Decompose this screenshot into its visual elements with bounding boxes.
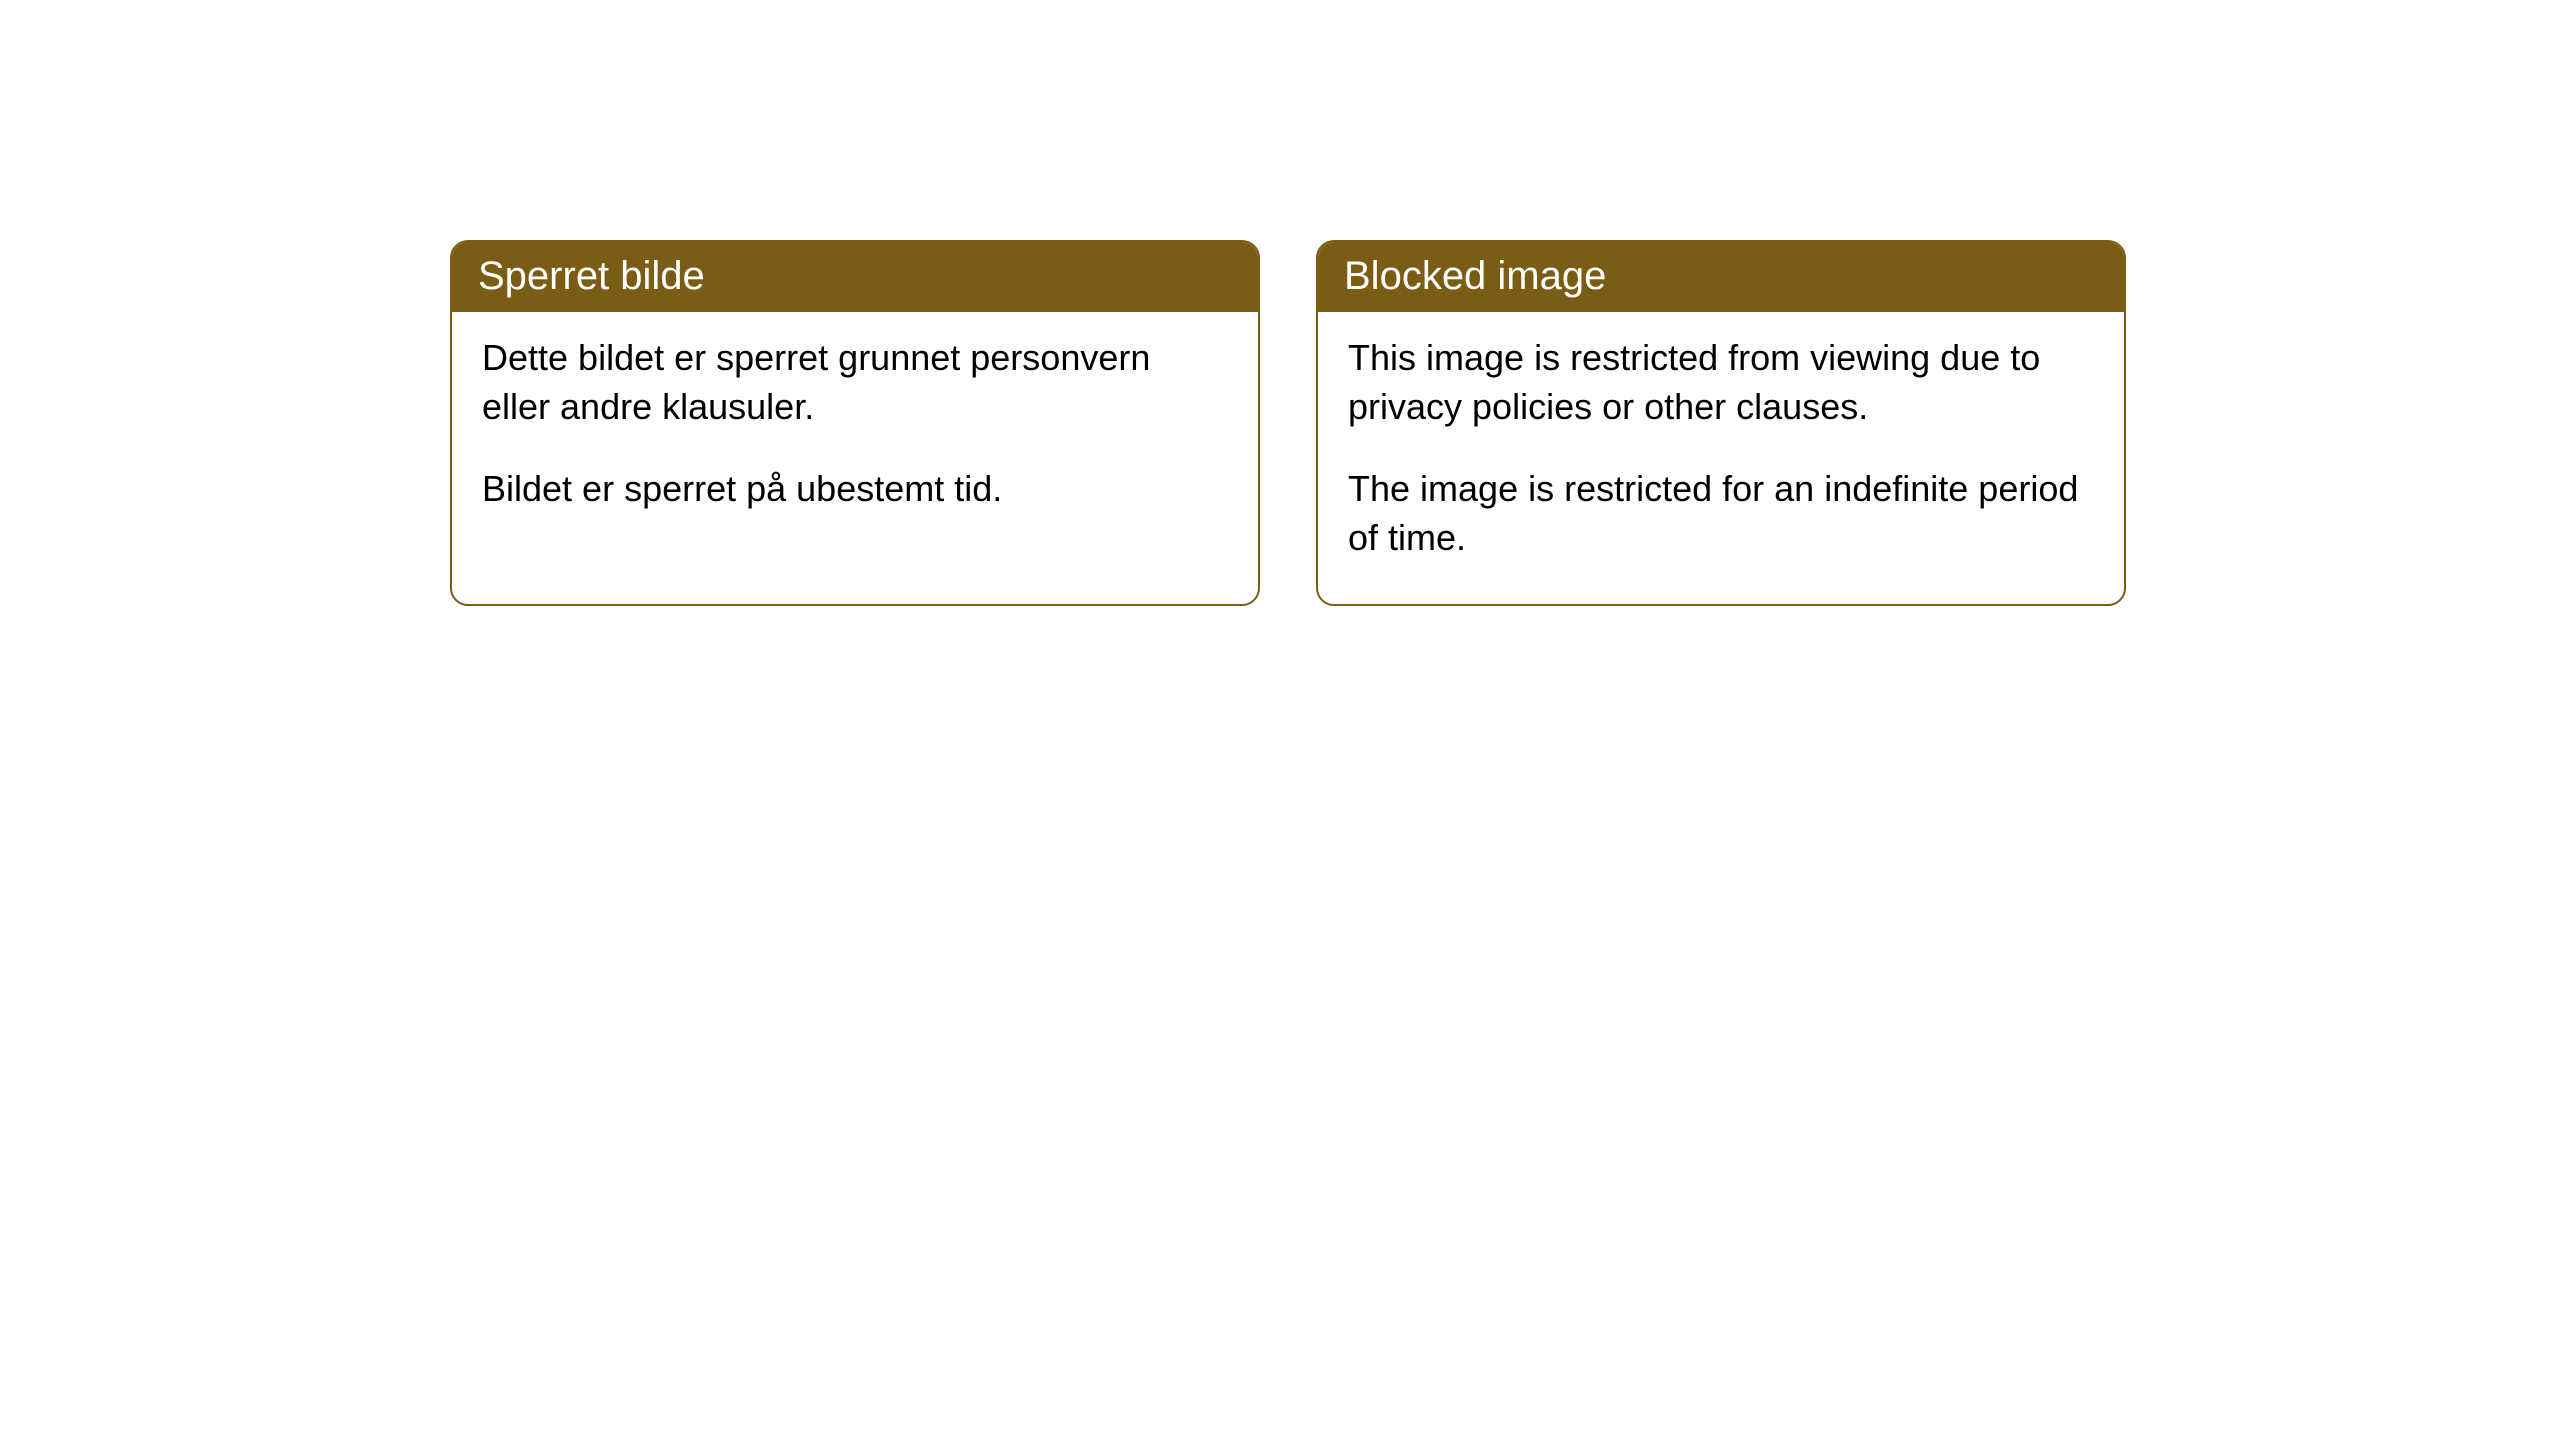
card-paragraph: Dette bildet er sperret grunnet personve… (482, 334, 1228, 431)
card-english: Blocked image This image is restricted f… (1316, 240, 2126, 606)
card-header-english: Blocked image (1318, 242, 2124, 312)
card-paragraph: This image is restricted from viewing du… (1348, 334, 2094, 431)
cards-container: Sperret bilde Dette bildet er sperret gr… (0, 0, 2560, 606)
card-body-english: This image is restricted from viewing du… (1318, 312, 2124, 604)
card-paragraph: The image is restricted for an indefinit… (1348, 465, 2094, 562)
card-paragraph: Bildet er sperret på ubestemt tid. (482, 465, 1228, 514)
card-header-norwegian: Sperret bilde (452, 242, 1258, 312)
card-body-norwegian: Dette bildet er sperret grunnet personve… (452, 312, 1258, 556)
card-norwegian: Sperret bilde Dette bildet er sperret gr… (450, 240, 1260, 606)
